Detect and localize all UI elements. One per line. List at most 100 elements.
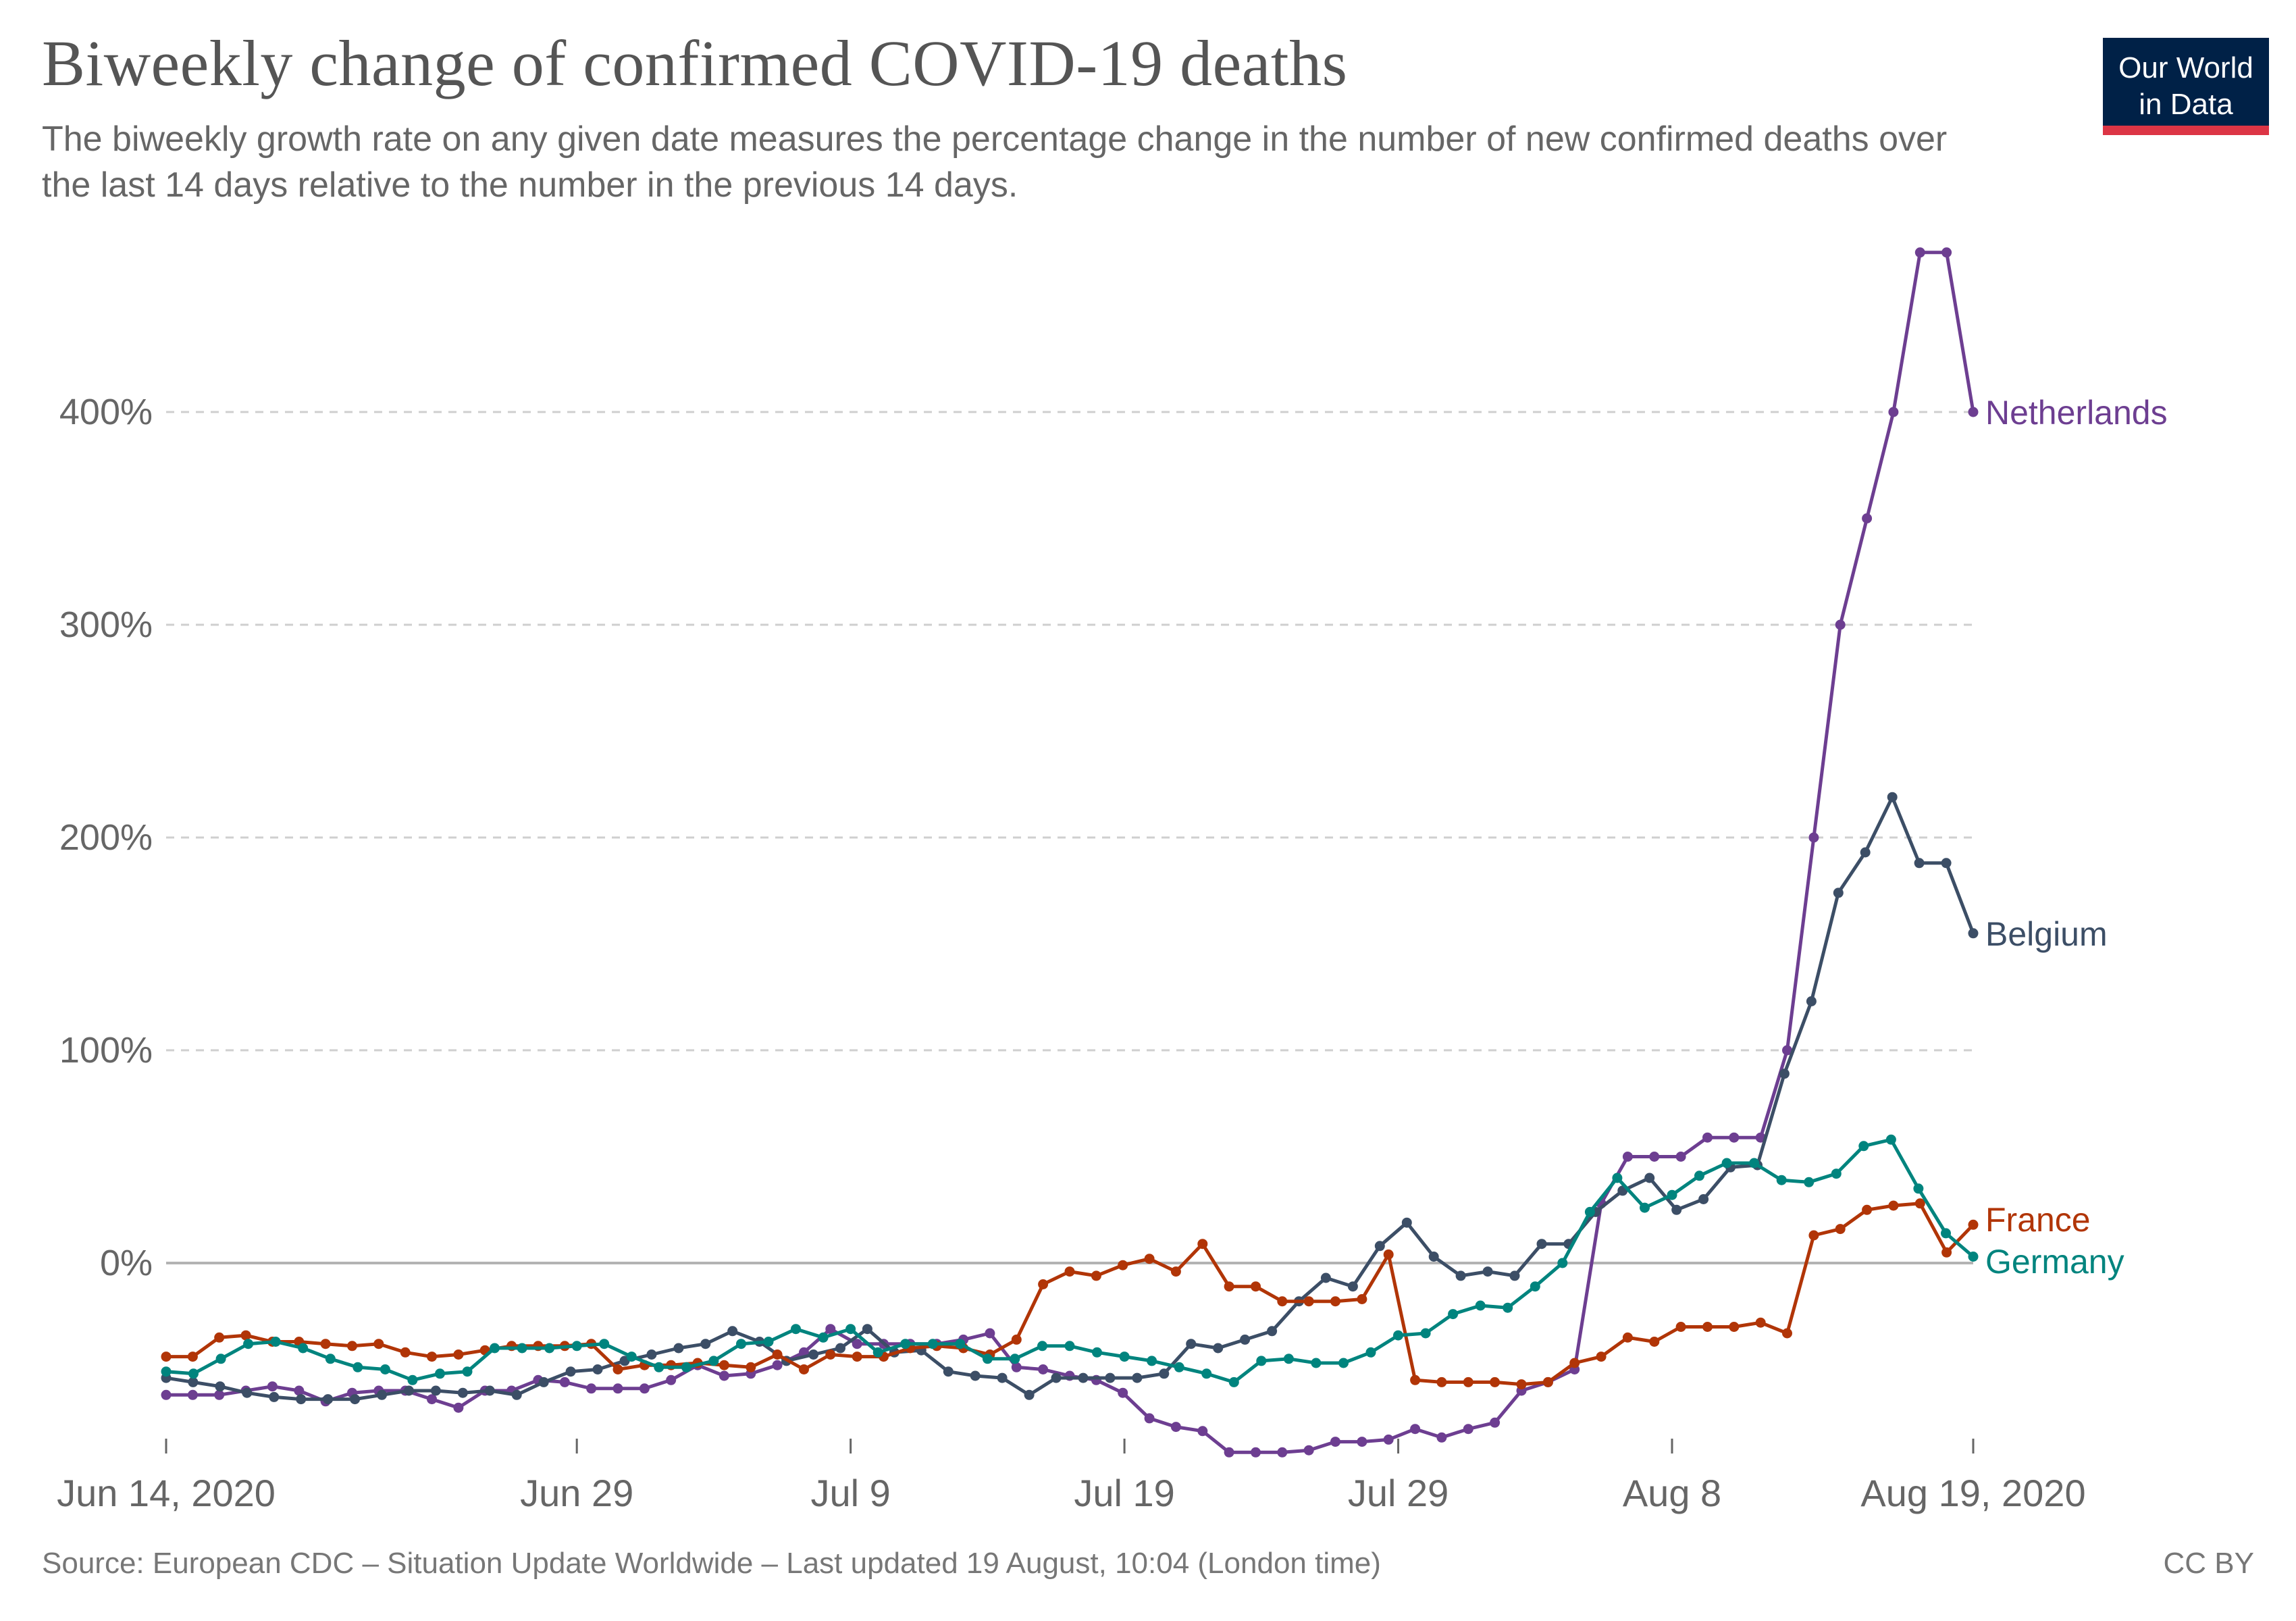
data-point[interactable] [1490, 1376, 1501, 1387]
data-point[interactable] [161, 1366, 172, 1377]
data-point[interactable] [453, 1402, 464, 1413]
data-point[interactable] [1968, 407, 1979, 417]
data-point[interactable] [1228, 1376, 1239, 1387]
data-point[interactable] [1197, 1239, 1208, 1250]
data-point[interactable] [1885, 1134, 1896, 1145]
data-point[interactable] [1698, 1194, 1709, 1204]
data-point[interactable] [267, 1381, 278, 1392]
data-point[interactable] [1914, 1198, 1925, 1209]
data-point[interactable] [538, 1376, 549, 1387]
data-point[interactable] [862, 1324, 872, 1335]
data-point[interactable] [427, 1394, 437, 1405]
data-point[interactable] [1159, 1368, 1170, 1379]
data-point[interactable] [1675, 1152, 1686, 1162]
data-point[interactable] [187, 1389, 198, 1400]
data-point[interactable] [1644, 1173, 1655, 1183]
data-point[interactable] [1213, 1343, 1224, 1354]
data-point[interactable] [457, 1387, 468, 1398]
data-point[interactable] [1782, 1328, 1792, 1339]
data-point[interactable] [462, 1366, 473, 1377]
data-point[interactable] [1509, 1270, 1520, 1281]
data-point[interactable] [1888, 1200, 1899, 1211]
data-point[interactable] [214, 1332, 225, 1343]
data-point[interactable] [1410, 1424, 1421, 1435]
data-point[interactable] [943, 1366, 954, 1377]
data-point[interactable] [215, 1354, 226, 1364]
data-point[interactable] [1569, 1358, 1580, 1368]
data-point[interactable] [350, 1394, 361, 1405]
data-point[interactable] [808, 1349, 819, 1360]
data-point[interactable] [1428, 1252, 1439, 1262]
data-point[interactable] [1064, 1266, 1075, 1277]
data-point[interactable] [1024, 1389, 1035, 1400]
data-point[interactable] [490, 1343, 500, 1354]
data-point[interactable] [1463, 1376, 1473, 1387]
data-point[interactable] [353, 1362, 363, 1372]
data-point[interactable] [852, 1339, 862, 1349]
data-point[interactable] [1303, 1296, 1314, 1307]
data-point[interactable] [1256, 1356, 1267, 1366]
data-point[interactable] [1649, 1337, 1660, 1347]
data-point[interactable] [654, 1362, 664, 1372]
data-point[interactable] [1251, 1281, 1261, 1292]
data-point[interactable] [373, 1339, 384, 1349]
data-point[interactable] [214, 1389, 225, 1400]
data-point[interactable] [1201, 1368, 1212, 1379]
data-point[interactable] [298, 1343, 309, 1354]
data-point[interactable] [1174, 1362, 1184, 1372]
data-point[interactable] [1694, 1170, 1704, 1181]
data-point[interactable] [1144, 1413, 1155, 1424]
license-link[interactable]: CC BY [2163, 1547, 2254, 1580]
data-point[interactable] [1455, 1270, 1466, 1281]
data-point[interactable] [700, 1339, 711, 1349]
data-point[interactable] [1118, 1387, 1128, 1398]
data-point[interactable] [1835, 1224, 1846, 1235]
data-point[interactable] [1186, 1339, 1197, 1349]
data-point[interactable] [1357, 1294, 1367, 1304]
data-point[interactable] [377, 1389, 387, 1400]
data-point[interactable] [900, 1339, 911, 1349]
data-point[interactable] [872, 1347, 883, 1358]
data-point[interactable] [1782, 1045, 1792, 1056]
data-point[interactable] [1132, 1372, 1143, 1383]
data-point[interactable] [1671, 1204, 1682, 1215]
data-point[interactable] [1374, 1241, 1385, 1252]
data-point[interactable] [1147, 1356, 1157, 1366]
data-point[interactable] [719, 1370, 729, 1381]
data-point[interactable] [818, 1332, 829, 1343]
data-point[interactable] [1011, 1334, 1022, 1345]
data-point[interactable] [1835, 619, 1846, 630]
data-point[interactable] [1530, 1281, 1540, 1292]
data-point[interactable] [1808, 832, 1819, 843]
data-point[interactable] [1091, 1270, 1101, 1281]
data-point[interactable] [1968, 928, 1979, 939]
data-point[interactable] [1277, 1296, 1288, 1307]
data-point[interactable] [727, 1326, 738, 1337]
data-point[interactable] [294, 1385, 305, 1396]
data-point[interactable] [1144, 1254, 1155, 1264]
data-point[interactable] [1667, 1189, 1677, 1200]
data-point[interactable] [1051, 1372, 1062, 1383]
data-point[interactable] [187, 1352, 198, 1362]
data-point[interactable] [1330, 1437, 1340, 1447]
data-point[interactable] [763, 1337, 774, 1347]
data-point[interactable] [1240, 1334, 1251, 1345]
data-point[interactable] [1729, 1132, 1740, 1143]
data-point[interactable] [1622, 1152, 1633, 1162]
data-point[interactable] [586, 1383, 597, 1394]
data-point[interactable] [1383, 1249, 1394, 1260]
data-point[interactable] [1941, 1247, 1952, 1258]
data-point[interactable] [1831, 1168, 1842, 1179]
series-belgium[interactable] [161, 792, 1979, 1405]
data-point[interactable] [1064, 1341, 1075, 1352]
data-point[interactable] [1119, 1352, 1130, 1362]
data-point[interactable] [404, 1385, 414, 1396]
data-point[interactable] [845, 1324, 856, 1335]
data-point[interactable] [1860, 847, 1871, 858]
data-point[interactable] [1420, 1328, 1431, 1339]
data-point[interactable] [1584, 1206, 1595, 1217]
data-point[interactable] [612, 1383, 623, 1394]
data-point[interactable] [1463, 1424, 1473, 1435]
data-point[interactable] [427, 1352, 437, 1362]
series-netherlands[interactable] [161, 247, 1979, 1458]
